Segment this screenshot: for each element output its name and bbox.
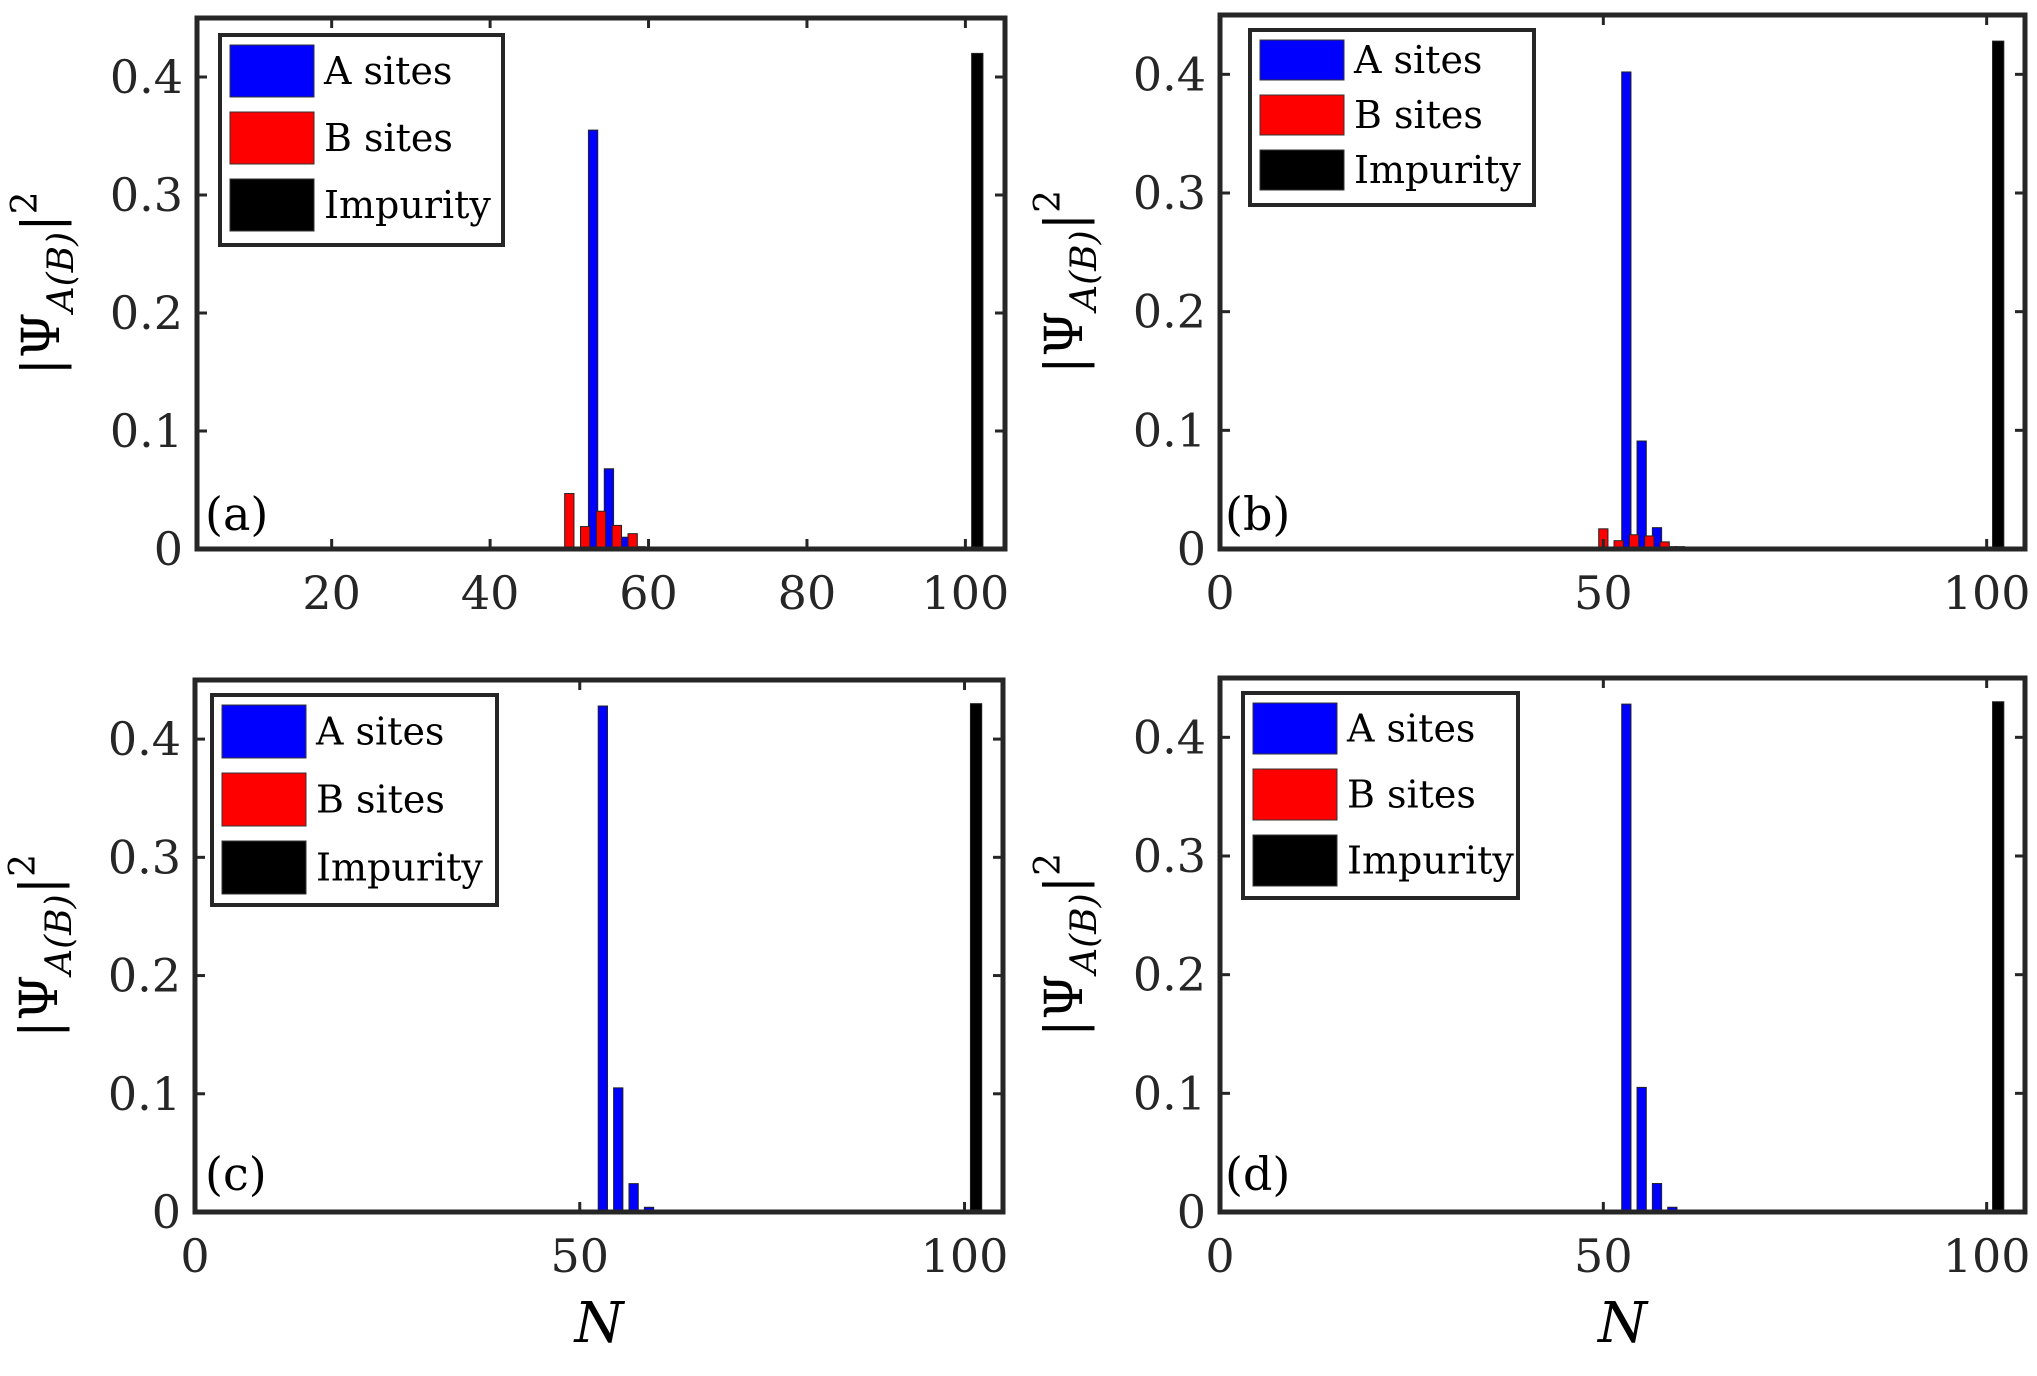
x-axis-label: N	[1596, 1291, 1649, 1356]
ytick-label: 0.2	[1133, 285, 1206, 339]
legend-label: B sites	[324, 116, 453, 160]
xtick-label: 80	[778, 566, 837, 620]
ytick-label: 0	[1177, 1185, 1206, 1239]
legend: A sites B sites Impurity	[1248, 28, 1536, 207]
panel-d: 0 0.1 0.2 0.3 0.4 0 50 100 (d) A sites B sites Impu…	[1028, 675, 2031, 1356]
legend-label: A sites	[315, 710, 444, 754]
ytick-label: 0.3	[108, 830, 181, 884]
bar-b-a-1	[580, 526, 591, 550]
bar-a-d-0	[1621, 703, 1632, 1213]
legend-swatch-impurity	[229, 178, 315, 232]
legend-swatch-impurity	[1252, 834, 1338, 887]
bar-impurity-d-0	[1992, 701, 2005, 1213]
xtick-label: 60	[619, 566, 678, 620]
x-axis-label: N	[573, 1291, 626, 1356]
bar-a-b-0	[1621, 71, 1632, 550]
ytick-label: 0.2	[110, 286, 183, 340]
bar-a-d-2	[1651, 1183, 1663, 1213]
legend-swatch-a	[1252, 702, 1338, 755]
panel-label: (c)	[205, 1147, 267, 1201]
bar-impurity-a-0	[971, 52, 984, 550]
ytick-label: 0.4	[110, 50, 183, 104]
bar-a-c-2	[628, 1183, 639, 1213]
ytick-label: 0.4	[1133, 47, 1206, 101]
ytick-label: 0.1	[110, 404, 183, 458]
bar-b-a-2	[595, 510, 607, 550]
xtick-label: 100	[1943, 566, 2031, 620]
ytick-label: 0.2	[1133, 948, 1206, 1002]
legend-swatch-a	[221, 704, 307, 759]
xtick-label: 100	[921, 1229, 1009, 1283]
xtick-label: 50	[1574, 1229, 1633, 1283]
bar-a-d-1	[1636, 1086, 1647, 1213]
legend: A sites B sites Impurity	[210, 693, 499, 907]
legend-swatch-impurity	[221, 840, 307, 895]
ytick-label: 0.4	[108, 712, 181, 766]
ytick-label: 0.4	[1133, 710, 1206, 764]
y-axis-label: |ΨA(B)|2	[1028, 853, 1105, 1037]
legend-swatch-b	[1259, 94, 1345, 136]
panel-c: 0 0.1 0.2 0.3 0.4 0 50 100 (c) A sites B sites Impu…	[3, 677, 1009, 1356]
legend: A sites B sites Impurity	[218, 33, 505, 247]
bar-b-a-3	[611, 524, 622, 550]
bar-impurity-b-0	[1992, 40, 2005, 550]
ytick-label: 0.2	[108, 949, 181, 1003]
ytick-label: 0	[154, 522, 183, 576]
ytick-label: 0	[152, 1185, 181, 1239]
xtick-label: 0	[1205, 1229, 1234, 1283]
panel-a: 0 0.1 0.2 0.3 0.4 20 40 60 80 100 (a) A sites B site…	[5, 15, 1009, 620]
ytick-label: 0.1	[1133, 1066, 1206, 1120]
axes-frame	[194, 15, 1008, 552]
bar-b-a-0	[564, 493, 575, 550]
legend-swatch-a	[229, 44, 315, 98]
legend-label: A sites	[1346, 707, 1475, 751]
ytick-label: 0	[1177, 522, 1206, 576]
panel-label: (d)	[1225, 1147, 1290, 1201]
panel-b: 0 0.1 0.2 0.3 0.4 0 50 100 (b) A sites B sites Impu…	[1028, 12, 2031, 620]
legend-label: Impurity	[1354, 148, 1521, 192]
legend-label: A sites	[323, 49, 452, 93]
bar-a-c-0	[597, 705, 608, 1213]
legend-label: Impurity	[1347, 839, 1514, 883]
legend-label: A sites	[1353, 38, 1482, 82]
ytick-label: 0.1	[108, 1067, 181, 1121]
xtick-label: 50	[1574, 566, 1633, 620]
y-axis-label: |ΨA(B)|2	[5, 191, 82, 375]
legend-label: B sites	[316, 778, 445, 822]
bar-a-b-1	[1636, 440, 1647, 550]
panel-label: (a)	[205, 487, 268, 541]
xtick-label: 100	[1943, 1229, 2031, 1283]
y-axis-label: |ΨA(B)|2	[1028, 190, 1105, 374]
xtick-label: 50	[550, 1229, 609, 1283]
legend-label: Impurity	[324, 183, 491, 227]
xtick-label: 20	[302, 566, 361, 620]
legend-label: B sites	[1347, 773, 1476, 817]
y-axis-label: |ΨA(B)|2	[3, 854, 80, 1038]
legend-swatch-b	[221, 772, 307, 827]
legend-swatch-b	[229, 111, 315, 165]
xtick-label: 0	[1205, 566, 1234, 620]
legend-swatch-impurity	[1259, 149, 1345, 191]
bar-impurity-c-0	[969, 703, 983, 1213]
ytick-label: 0.3	[110, 168, 183, 222]
legend-label: B sites	[1354, 93, 1483, 137]
bar-a-c-1	[613, 1087, 624, 1213]
legend-label: Impurity	[316, 846, 483, 890]
ytick-label: 0.1	[1133, 403, 1206, 457]
bar-a-a-0	[587, 129, 599, 550]
axes-frame	[1217, 12, 2028, 552]
xtick-label: 40	[461, 566, 520, 620]
xtick-label: 0	[180, 1229, 209, 1283]
xtick-label: 100	[921, 566, 1009, 620]
legend-swatch-a	[1259, 39, 1345, 81]
legend: A sites B sites Impurity	[1241, 691, 1520, 900]
legend-swatch-b	[1252, 768, 1338, 821]
axes-frame	[1217, 675, 2028, 1215]
axes-frame	[192, 677, 1006, 1215]
ytick-label: 0.3	[1133, 829, 1206, 883]
ytick-label: 0.3	[1133, 166, 1206, 220]
panel-label: (b)	[1225, 487, 1290, 541]
